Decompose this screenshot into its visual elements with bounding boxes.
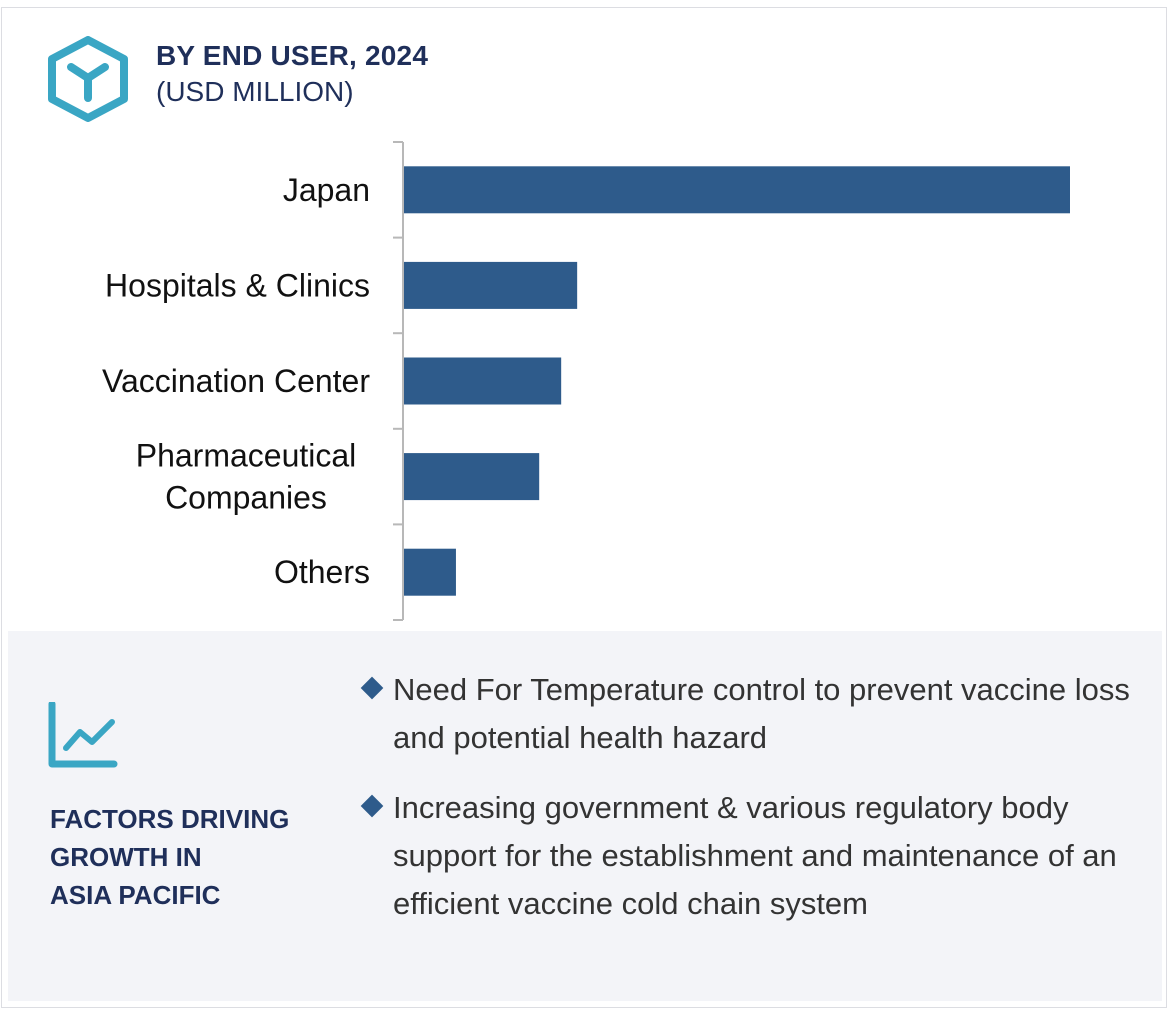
- chart-subtitle: (USD MILLION): [156, 76, 354, 107]
- bar-pharmaceutical-companies: [404, 453, 540, 501]
- hexagon-y-icon: [48, 36, 128, 122]
- bar-vaccination-center: [404, 357, 562, 405]
- factors-heading: FACTORS DRIVING GROWTH IN ASIA PACIFIC: [50, 800, 330, 914]
- bar-chart: Japan Hospitals & Clinics Vaccination Cent…: [102, 141, 1070, 621]
- list-item: Need For Temperature control to prevent …: [360, 666, 1150, 762]
- chart-title: BY END USER, 2024: [156, 40, 429, 71]
- factors-heading-line-3: ASIA PACIFIC: [50, 880, 221, 910]
- factors-panel: [8, 631, 1162, 1001]
- factors-heading-line-1: FACTORS DRIVING: [50, 804, 290, 834]
- bar-hospitals-clinics: [404, 261, 578, 309]
- category-label: Vaccination Center: [102, 363, 370, 399]
- category-label: Hospitals & Clinics: [105, 267, 370, 303]
- category-label: Others: [274, 554, 370, 590]
- factors-heading-line-2: GROWTH IN: [50, 842, 202, 872]
- list-item: Increasing government & various regulato…: [360, 784, 1150, 928]
- bar-others: [404, 548, 456, 596]
- bar-japan: [404, 166, 1070, 214]
- factor-text-1: Need For Temperature control to prevent …: [393, 672, 1130, 755]
- category-label: Japan: [283, 172, 370, 208]
- trend-line-chart-icon: [48, 702, 118, 768]
- diamond-icon: [360, 794, 384, 818]
- factor-text-2: Increasing government & various regulato…: [393, 790, 1117, 921]
- factors-list: Need For Temperature control to prevent …: [360, 666, 1150, 950]
- category-label: Pharmaceutical Companies: [136, 438, 357, 516]
- diamond-icon: [360, 676, 384, 700]
